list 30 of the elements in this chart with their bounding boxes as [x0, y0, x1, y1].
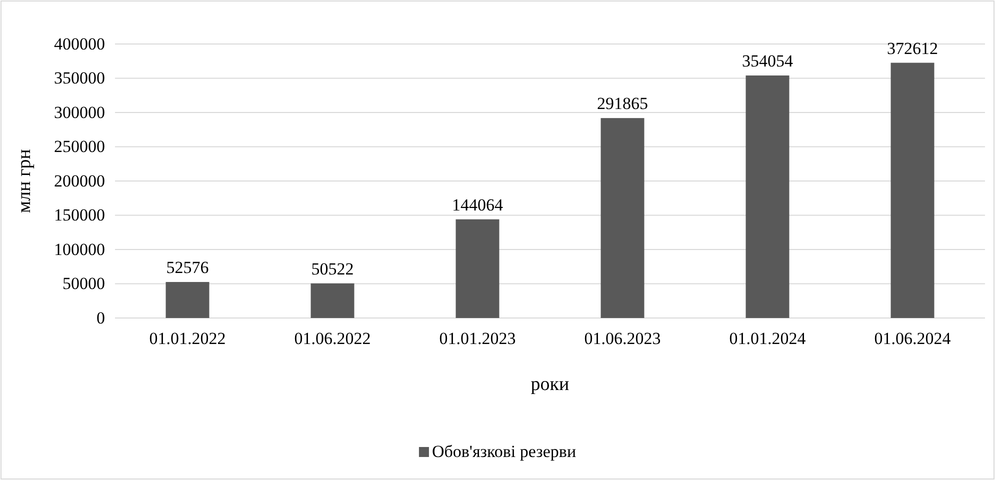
y-tick-label: 400000 [54, 34, 105, 54]
bar [310, 283, 354, 318]
y-tick-label: 50000 [62, 274, 105, 294]
x-tick-label: 01.01.2023 [439, 329, 516, 348]
x-tick-label: 01.06.2022 [294, 329, 371, 348]
y-tick-label: 0 [96, 308, 105, 328]
x-tick-label: 01.01.2024 [729, 329, 806, 348]
data-label: 50522 [311, 259, 354, 278]
y-axis-title: млн грн [14, 149, 35, 213]
bar [890, 62, 934, 318]
y-tick-label: 250000 [54, 137, 105, 156]
x-tick-label: 01.06.2024 [874, 329, 952, 348]
data-label: 52576 [166, 258, 209, 277]
x-axis-title: роки [530, 374, 570, 395]
legend-label: Обов'язкові резерви [432, 442, 576, 461]
data-label: 144064 [452, 195, 504, 214]
x-tick-label: 01.06.2023 [584, 329, 661, 348]
x-tick-label: 01.01.2022 [149, 329, 226, 348]
bar [600, 118, 644, 318]
data-label: 354054 [742, 51, 794, 70]
bar [166, 282, 210, 318]
y-tick-label: 300000 [54, 102, 105, 122]
y-tick-label: 350000 [54, 68, 105, 88]
y-tick-label: 150000 [54, 206, 105, 225]
data-label: 291865 [597, 94, 648, 114]
bar [746, 75, 790, 318]
y-tick-label: 100000 [54, 240, 105, 259]
data-label: 372612 [887, 38, 938, 58]
bar [456, 219, 500, 318]
y-tick-label: 200000 [54, 171, 105, 190]
